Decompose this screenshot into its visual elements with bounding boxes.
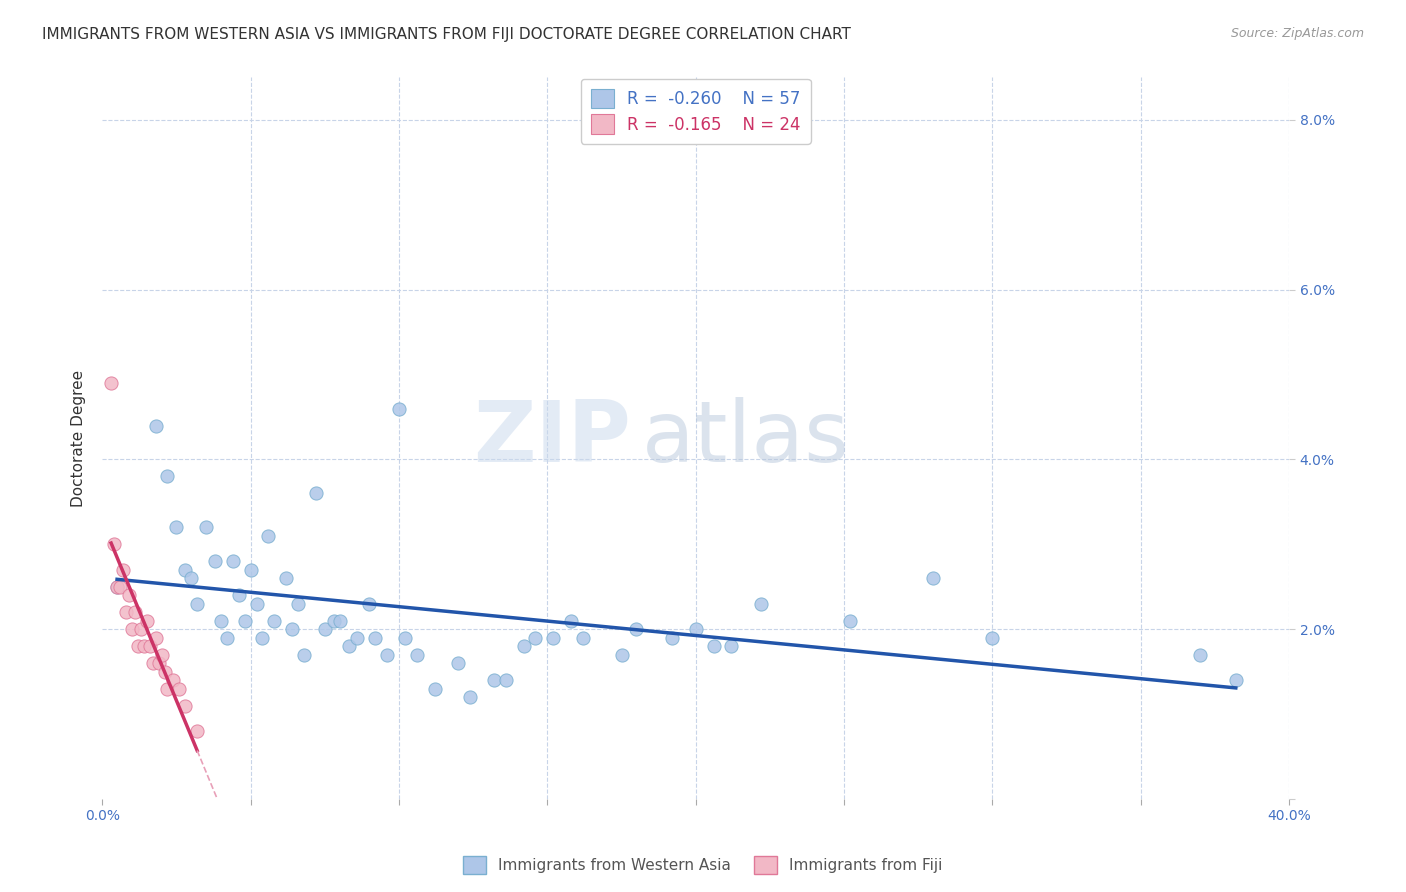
- Point: [162, 673, 184, 688]
- Point: [233, 614, 256, 628]
- Point: [346, 631, 368, 645]
- Point: [375, 648, 398, 662]
- Point: [405, 648, 427, 662]
- Point: [922, 571, 945, 585]
- Point: [186, 597, 208, 611]
- Point: [314, 622, 336, 636]
- Point: [1225, 673, 1247, 688]
- Point: [195, 520, 218, 534]
- Point: [138, 639, 160, 653]
- Point: [359, 597, 381, 611]
- Point: [276, 571, 298, 585]
- Point: [135, 614, 157, 628]
- Point: [142, 657, 165, 671]
- Point: [222, 554, 245, 568]
- Point: [100, 376, 122, 390]
- Point: [111, 563, 134, 577]
- Point: [981, 631, 1004, 645]
- Point: [156, 681, 179, 696]
- Point: [165, 520, 187, 534]
- Point: [118, 588, 141, 602]
- Point: [105, 580, 128, 594]
- Text: IMMIGRANTS FROM WESTERN ASIA VS IMMIGRANTS FROM FIJI DOCTORATE DEGREE CORRELATIO: IMMIGRANTS FROM WESTERN ASIA VS IMMIGRAN…: [42, 27, 851, 42]
- Point: [121, 622, 143, 636]
- Point: [228, 588, 250, 602]
- Point: [482, 673, 505, 688]
- Point: [394, 631, 416, 645]
- Point: [169, 681, 191, 696]
- Point: [263, 614, 285, 628]
- Point: [132, 639, 155, 653]
- Point: [245, 597, 267, 611]
- Point: [720, 639, 742, 653]
- Point: [145, 631, 167, 645]
- Point: [423, 681, 446, 696]
- Point: [661, 631, 683, 645]
- Point: [186, 724, 208, 739]
- Point: [388, 401, 411, 416]
- Text: atlas: atlas: [643, 397, 851, 480]
- Point: [145, 418, 167, 433]
- Text: ZIP: ZIP: [472, 397, 630, 480]
- Point: [305, 486, 328, 500]
- Point: [1189, 648, 1212, 662]
- Point: [115, 605, 138, 619]
- Point: [239, 563, 262, 577]
- Point: [108, 580, 131, 594]
- Point: [150, 648, 173, 662]
- Legend: Immigrants from Western Asia, Immigrants from Fiji: Immigrants from Western Asia, Immigrants…: [457, 850, 949, 880]
- Point: [180, 571, 202, 585]
- Point: [281, 622, 304, 636]
- Point: [103, 537, 125, 551]
- Point: [524, 631, 547, 645]
- Point: [685, 622, 707, 636]
- Point: [153, 665, 176, 679]
- Point: [204, 554, 226, 568]
- Point: [512, 639, 534, 653]
- Point: [702, 639, 724, 653]
- Point: [337, 639, 360, 653]
- Point: [174, 698, 197, 713]
- Point: [626, 622, 648, 636]
- Point: [252, 631, 274, 645]
- Point: [447, 657, 470, 671]
- Point: [839, 614, 862, 628]
- Point: [148, 657, 170, 671]
- Point: [129, 622, 152, 636]
- Y-axis label: Doctorate Degree: Doctorate Degree: [72, 369, 86, 507]
- Point: [287, 597, 309, 611]
- Point: [560, 614, 582, 628]
- Text: Source: ZipAtlas.com: Source: ZipAtlas.com: [1230, 27, 1364, 40]
- Point: [543, 631, 565, 645]
- Point: [127, 639, 149, 653]
- Point: [610, 648, 633, 662]
- Point: [495, 673, 517, 688]
- Point: [749, 597, 772, 611]
- Legend: R =  -0.260    N = 57, R =  -0.165    N = 24: R = -0.260 N = 57, R = -0.165 N = 24: [581, 78, 811, 144]
- Point: [105, 580, 128, 594]
- Point: [156, 469, 179, 483]
- Point: [364, 631, 387, 645]
- Point: [209, 614, 232, 628]
- Point: [458, 690, 481, 705]
- Point: [124, 605, 146, 619]
- Point: [292, 648, 315, 662]
- Point: [215, 631, 238, 645]
- Point: [322, 614, 344, 628]
- Point: [174, 563, 197, 577]
- Point: [572, 631, 595, 645]
- Point: [329, 614, 352, 628]
- Point: [257, 529, 280, 543]
